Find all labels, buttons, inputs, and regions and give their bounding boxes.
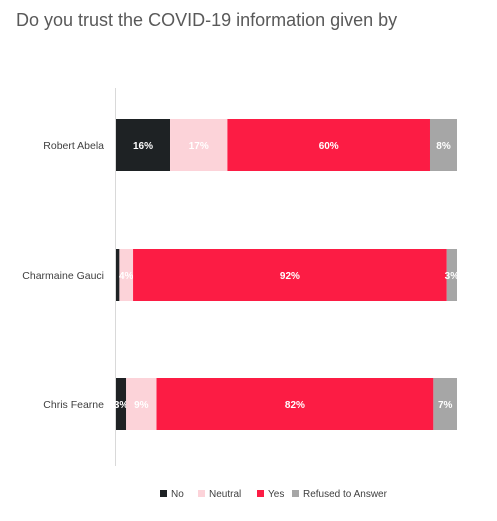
- category-label-robert-abela: Robert Abela: [43, 140, 104, 152]
- bar-refused-to-answer-chris-fearne: [433, 378, 457, 430]
- bar-neutral-chris-fearne: [126, 378, 157, 430]
- data-label-yes-charmaine-gauci: 92%: [280, 271, 300, 282]
- bar-no-chris-fearne: [116, 378, 127, 430]
- bar-yes-charmaine-gauci: [133, 249, 447, 301]
- legend-swatch-neutral: [198, 490, 205, 497]
- bar-refused-to-answer-charmaine-gauci: [446, 249, 457, 301]
- bar-no-charmaine-gauci: [116, 249, 120, 301]
- category-label-charmaine-gauci: Charmaine Gauci: [22, 270, 104, 282]
- bar-yes-robert-abela: [227, 119, 430, 171]
- bar-refused-to-answer-robert-abela: [429, 119, 457, 171]
- legend-swatch-no: [160, 490, 167, 497]
- legend-label-neutral: Neutral: [209, 489, 241, 500]
- bar-neutral-robert-abela: [170, 119, 228, 171]
- data-label-no-chris-fearne: 3%: [114, 400, 129, 411]
- category-label-chris-fearne: Chris Fearne: [43, 399, 104, 411]
- chart-title: Do you trust the COVID-19 information gi…: [16, 10, 398, 30]
- bar-neutral-charmaine-gauci: [119, 249, 134, 301]
- bar-yes-chris-fearne: [156, 378, 434, 430]
- data-label-neutral-charmaine-gauci: 4%: [119, 271, 134, 282]
- data-label-neutral-robert-abela: 17%: [189, 141, 209, 152]
- data-label-refused-to-answer-robert-abela: 8%: [436, 141, 451, 152]
- legend-swatch-yes: [257, 490, 264, 497]
- data-label-refused-to-answer-chris-fearne: 7%: [438, 400, 453, 411]
- legend-label-yes: Yes: [268, 489, 284, 500]
- legend-label-no: No: [171, 489, 184, 500]
- legend-label-refused-to-answer: Refused to Answer: [303, 489, 388, 500]
- data-label-no-robert-abela: 16%: [133, 141, 153, 152]
- data-label-neutral-chris-fearne: 9%: [134, 400, 149, 411]
- legend-swatch-refused-to-answer: [292, 490, 299, 497]
- data-label-yes-chris-fearne: 82%: [285, 400, 305, 411]
- data-label-refused-to-answer-charmaine-gauci: 3%: [445, 271, 460, 282]
- bar-no-robert-abela: [116, 119, 171, 171]
- data-label-yes-robert-abela: 60%: [319, 141, 339, 152]
